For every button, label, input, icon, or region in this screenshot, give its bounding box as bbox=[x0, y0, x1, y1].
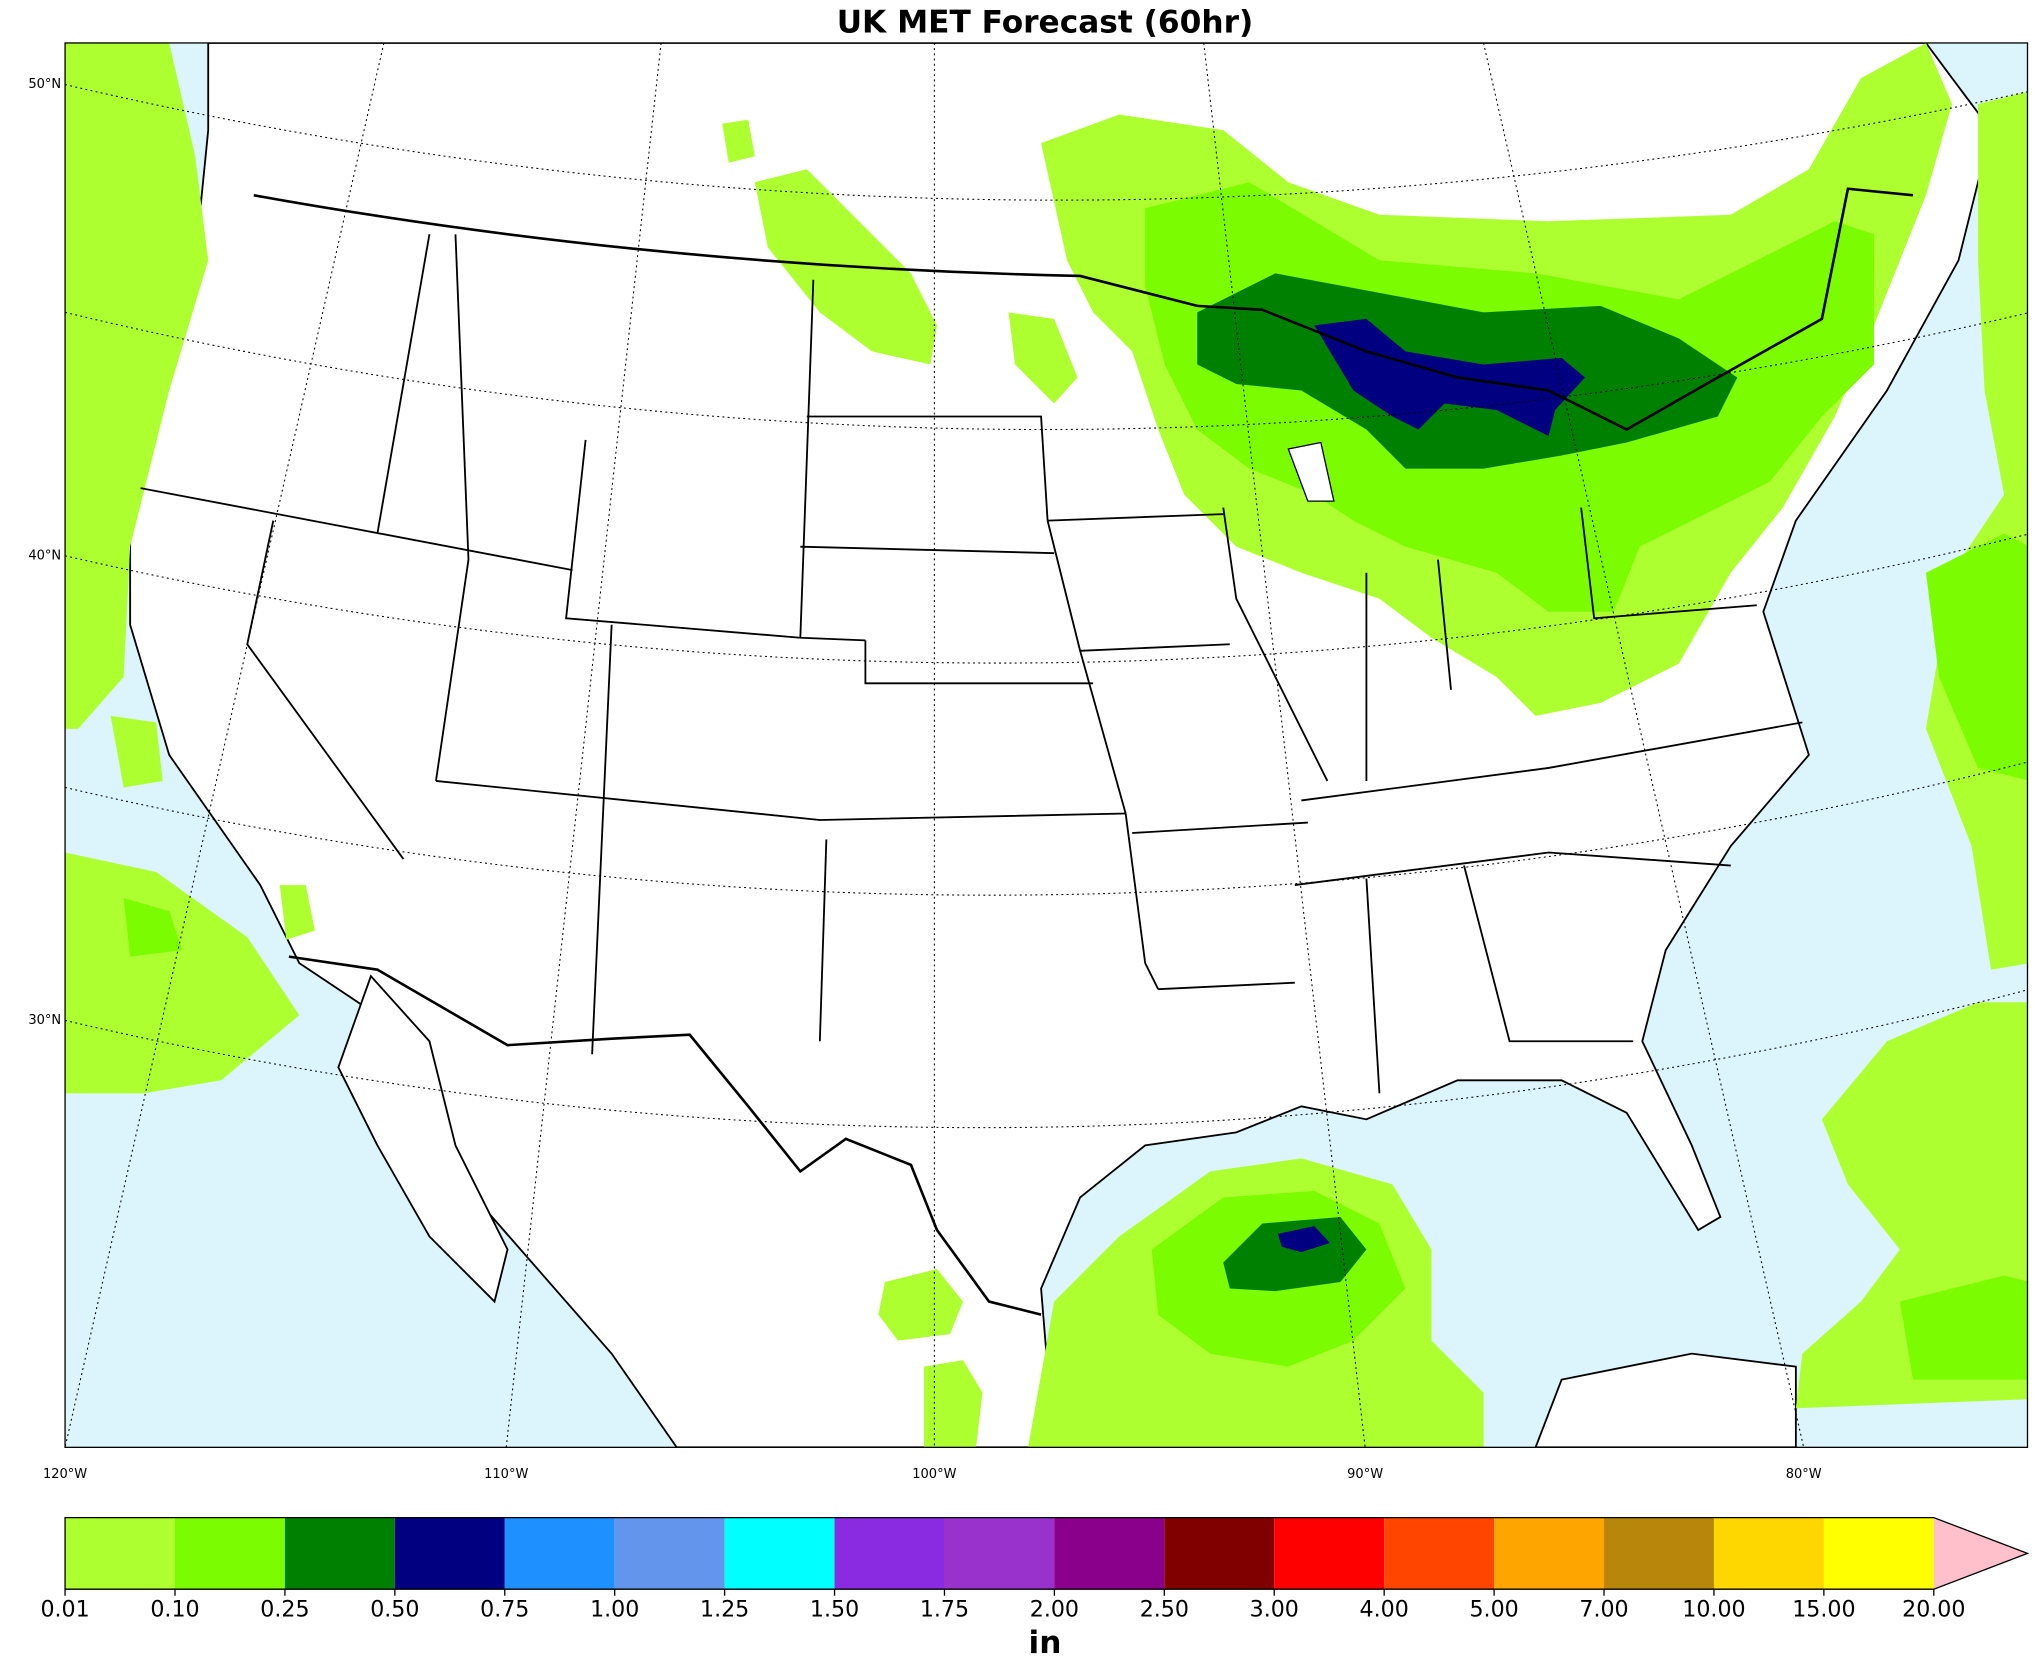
colorbar-segment bbox=[1713, 1517, 1824, 1590]
colorbar-segment bbox=[1164, 1517, 1275, 1590]
lon-label: 100°W bbox=[912, 1467, 956, 1482]
precip-area bbox=[722, 119, 755, 163]
colorbar-tick-label: 3.00 bbox=[1250, 1597, 1299, 1623]
precip-area bbox=[279, 885, 315, 940]
colorbar-tick-label: 2.00 bbox=[1030, 1597, 1079, 1623]
lat-labels: 50°N 40°N 30°N bbox=[28, 77, 61, 1028]
colorbar-segment bbox=[1054, 1517, 1165, 1590]
colorbar-segment bbox=[65, 1517, 175, 1590]
lon-labels: 120°W 110°W 100°W 90°W 80°W bbox=[43, 1467, 1822, 1482]
lon-label: 120°W bbox=[43, 1467, 87, 1482]
precip-area bbox=[1277, 1226, 1330, 1253]
baja bbox=[337, 974, 509, 1304]
colorbar-label: in bbox=[1029, 1625, 1062, 1661]
colorbar-tick-label: 4.00 bbox=[1360, 1597, 1409, 1623]
colorbar-tick-label: 1.50 bbox=[810, 1597, 859, 1623]
lon-label: 110°W bbox=[484, 1467, 528, 1482]
graticule bbox=[65, 42, 2028, 1448]
colorbar-tick-label: 15.00 bbox=[1792, 1597, 1855, 1623]
colorbar-outline bbox=[64, 1516, 2030, 1590]
precip-area bbox=[878, 1269, 963, 1341]
colorbar-tick-label: 1.00 bbox=[590, 1597, 639, 1623]
precip-area bbox=[1899, 1275, 2028, 1380]
colorbar-tick-label: 1.25 bbox=[700, 1597, 749, 1623]
colorbar-segment bbox=[1604, 1517, 1714, 1590]
colorbar-tick-label: 0.75 bbox=[480, 1597, 529, 1623]
colorbar-tick-label: 0.10 bbox=[150, 1597, 199, 1623]
precip-area bbox=[1008, 312, 1078, 404]
lat-label: 40°N bbox=[28, 548, 61, 563]
colorbar-tick-label: 20.00 bbox=[1902, 1597, 1965, 1623]
colorbar-segment bbox=[174, 1517, 285, 1590]
map bbox=[65, 42, 2028, 1448]
precip-area bbox=[1314, 318, 1586, 437]
colorbar-tick-label: 0.01 bbox=[40, 1597, 89, 1623]
precip-area bbox=[65, 852, 300, 1094]
us-mexico-border bbox=[288, 955, 1042, 1316]
lat-label: 30°N bbox=[28, 1013, 61, 1028]
colorbar-segment bbox=[614, 1517, 725, 1590]
lake bbox=[1287, 441, 1335, 502]
colorbar-segment bbox=[834, 1517, 945, 1590]
colorbar-segment bbox=[1494, 1517, 1605, 1590]
colorbar-tick-label: 0.50 bbox=[370, 1597, 419, 1623]
precip-area bbox=[1925, 533, 2028, 781]
colorbar-tick-label: 5.00 bbox=[1469, 1597, 1518, 1623]
title: UK MET Forecast (60hr) bbox=[837, 4, 1254, 40]
colorbar: 0.01 0.10 0.25 0.50 0.75 1.00 1.25 1.50 1.75 2.00… bbox=[40, 1516, 2030, 1661]
precip-area bbox=[123, 898, 183, 957]
caribbean-land bbox=[1534, 1352, 1797, 1448]
colorbar-tick-label: 0.25 bbox=[260, 1597, 309, 1623]
lon-label: 80°W bbox=[1786, 1467, 1822, 1482]
precip-area bbox=[1223, 1216, 1367, 1292]
us-canada-border bbox=[253, 187, 1914, 431]
colorbar-segment bbox=[944, 1517, 1055, 1590]
colorbar-tick-label: 2.50 bbox=[1140, 1597, 1189, 1623]
colorbar-segment bbox=[724, 1517, 835, 1590]
colorbar-tick-label: 7.00 bbox=[1579, 1597, 1628, 1623]
lon-label: 90°W bbox=[1347, 1467, 1383, 1482]
state-lines bbox=[140, 234, 1803, 1094]
colorbar-segment bbox=[284, 1517, 395, 1590]
lat-label: 50°N bbox=[28, 77, 61, 92]
colorbar-tick-label: 10.00 bbox=[1682, 1597, 1745, 1623]
colorbar-segment bbox=[1274, 1517, 1385, 1590]
colorbar-tick-label: 1.75 bbox=[920, 1597, 969, 1623]
precip-area bbox=[110, 715, 163, 788]
colorbar-segment bbox=[1384, 1517, 1495, 1590]
map-frame bbox=[64, 42, 2029, 1448]
colorbar-segment bbox=[394, 1517, 505, 1590]
colorbar-segment bbox=[1823, 1517, 1934, 1590]
colorbar-segment bbox=[504, 1517, 615, 1590]
colorbar-extension bbox=[1933, 1517, 2028, 1590]
precip-area bbox=[65, 42, 209, 729]
precip-area bbox=[923, 1360, 983, 1448]
